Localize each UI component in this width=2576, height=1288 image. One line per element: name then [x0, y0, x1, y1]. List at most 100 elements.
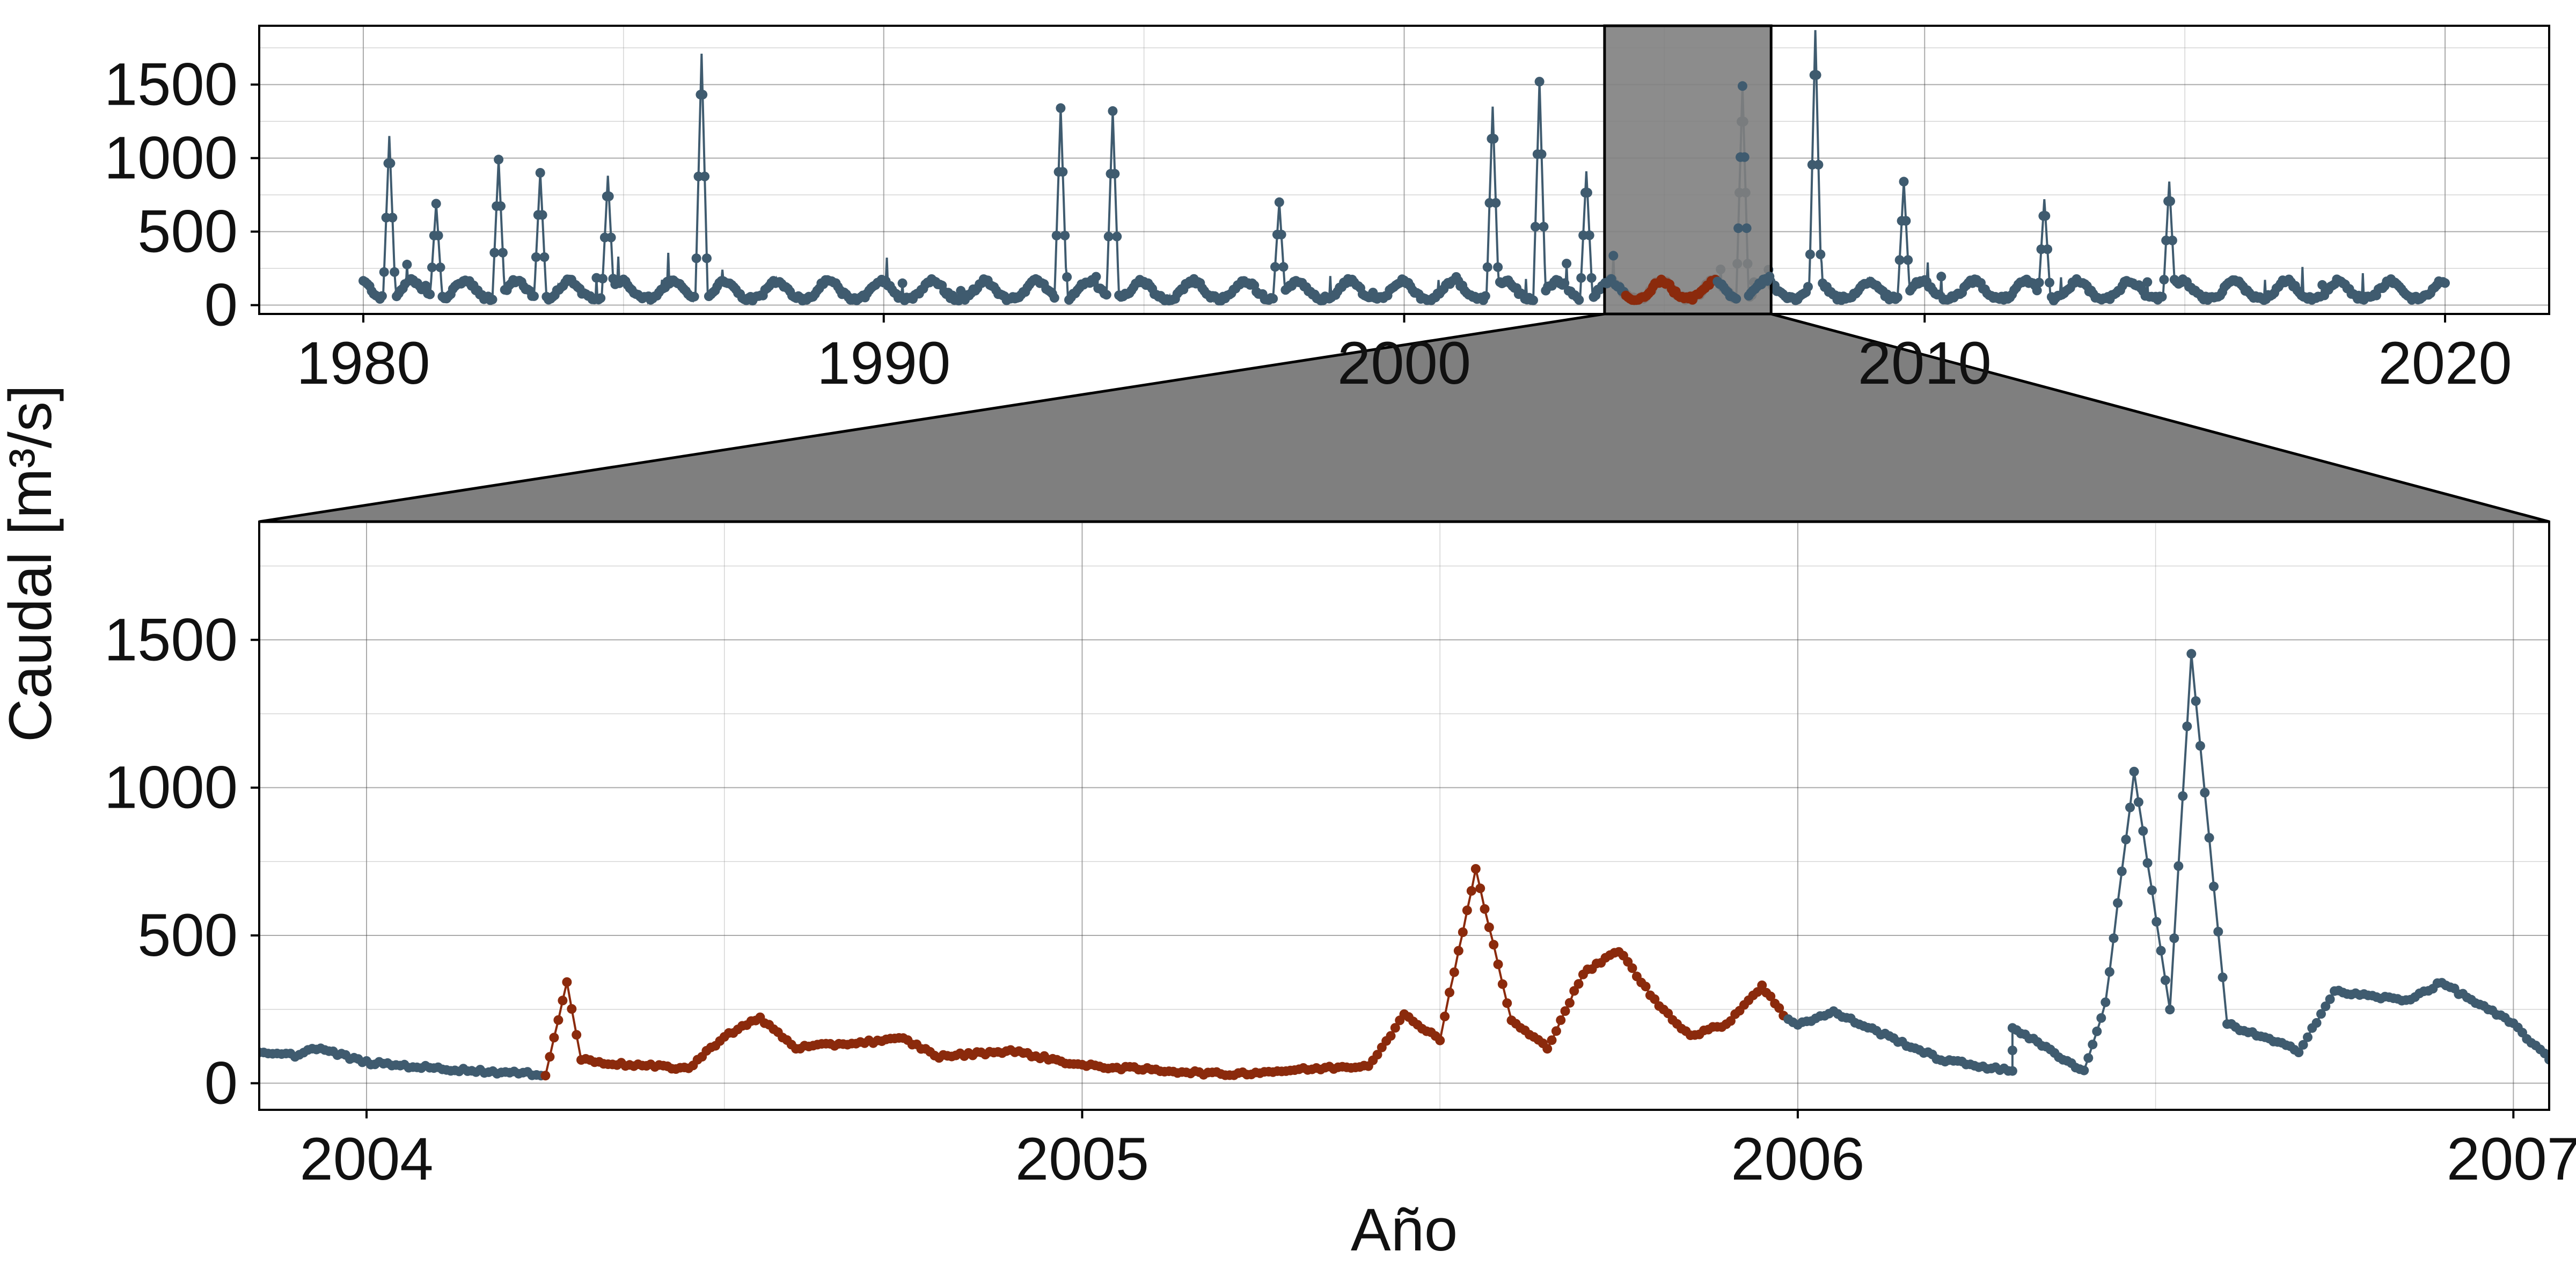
overview-data-point — [1062, 272, 1072, 282]
overview-data-point — [537, 210, 547, 220]
detail-data-point — [2200, 788, 2210, 797]
detail-data-point — [1458, 927, 1468, 937]
overview-data-point — [1560, 278, 1570, 288]
detail-data-point — [2218, 972, 2228, 983]
detail-data-point — [2101, 997, 2111, 1007]
detail-data-point — [2007, 1045, 2017, 1056]
overview-data-point — [390, 267, 400, 277]
overview-data-point — [1278, 262, 1289, 272]
overview-data-point — [1741, 223, 1752, 233]
detail-data-point — [1547, 1035, 1557, 1045]
detail-x-tick-label: 2004 — [299, 1125, 433, 1192]
detail-data-point — [2169, 933, 2179, 943]
detail-y-tick-label: 500 — [137, 902, 238, 969]
overview-data-point — [494, 155, 504, 165]
overview-data-point — [1091, 272, 1101, 282]
overview-data-point — [691, 253, 701, 264]
overview-data-point — [700, 171, 710, 181]
detail-y-tick-label: 1000 — [104, 754, 238, 821]
overview-data-point — [1056, 103, 1066, 113]
overview-data-point — [1528, 295, 1538, 305]
detail-data-point — [1470, 864, 1481, 874]
overview-data-point — [1489, 134, 1499, 144]
overview-data-point — [1586, 273, 1597, 283]
detail-data-point — [2151, 917, 2162, 927]
overview-data-point — [433, 230, 443, 240]
x-axis-title: Año — [1351, 1196, 1458, 1263]
overview-data-point — [421, 281, 431, 291]
detail-data-point — [1489, 940, 1499, 950]
overview-x-tick-label: 1990 — [817, 330, 950, 397]
overview-data-point — [1110, 169, 1120, 179]
detail-data-point — [2109, 933, 2119, 943]
overview-data-point — [1562, 259, 1572, 269]
overview-series-line — [1715, 30, 2446, 304]
overview-x-tick-label: 2010 — [1858, 330, 1992, 397]
overview-series — [358, 30, 2450, 306]
overview-data-point — [702, 253, 712, 264]
overview-data-point — [2440, 278, 2450, 288]
detail-x-tick-label: 2007 — [2447, 1125, 2576, 1192]
overview-data-point — [1899, 177, 1909, 187]
zoom-window — [1603, 24, 1773, 316]
detail-data-point — [1569, 986, 1579, 996]
overview-series-line — [362, 54, 1626, 305]
overview-data-point — [1582, 188, 1592, 197]
overview-data-point — [689, 291, 699, 302]
overview-data-point — [1491, 198, 1501, 208]
detail-data-point — [2088, 1040, 2098, 1050]
overview-data-point — [2165, 196, 2175, 206]
detail-data-point — [2092, 1026, 2102, 1036]
detail-data-point — [1551, 1026, 1561, 1036]
detail-data-point — [1475, 883, 1485, 894]
overview-data-point — [1733, 223, 1744, 233]
detail-data-point — [1440, 1012, 1450, 1021]
detail-data-point — [2311, 1018, 2322, 1028]
overview-data-point — [531, 252, 541, 262]
detail-data-point — [1542, 1044, 1553, 1054]
detail-data-point — [572, 1030, 582, 1040]
overview-data-point — [1112, 231, 1122, 241]
detail-data-point — [2209, 881, 2219, 891]
overview-data-point — [596, 293, 606, 303]
detail-data-point — [2303, 1032, 2312, 1042]
overview-data-point — [425, 289, 435, 299]
overview-data-point — [435, 262, 445, 273]
overview-data-point — [1058, 167, 1068, 177]
overview-data-point — [2157, 292, 2167, 302]
detail-data-point — [2117, 866, 2127, 876]
detail-data-point — [2156, 946, 2166, 956]
detail-data-point — [2083, 1053, 2094, 1063]
overview-data-point — [1813, 159, 1824, 170]
overview-data-point — [1576, 273, 1586, 283]
detail-data-point — [553, 1015, 564, 1025]
overview-data-point — [2167, 236, 2177, 245]
detail-data-point — [2142, 858, 2153, 868]
detail-data-point — [562, 977, 572, 987]
detail-y-tick-label: 1500 — [104, 606, 238, 673]
zoom-window-series — [1600, 81, 1775, 305]
overview-data-point — [1049, 293, 1059, 303]
detail-data-point — [2325, 994, 2335, 1004]
detail-data-point — [1484, 922, 1494, 932]
detail-data-point — [1462, 905, 1472, 916]
detail-data-point — [2544, 1055, 2549, 1065]
overview-data-point — [604, 191, 614, 201]
overview-data-point — [377, 291, 387, 301]
detail-data-point — [1372, 1050, 1382, 1060]
overview-data-point — [1268, 294, 1278, 304]
overview-data-point — [489, 247, 500, 258]
overview-data-point — [1811, 70, 1821, 80]
overview-data-point — [1765, 272, 1775, 282]
detail-series — [259, 649, 2549, 1081]
overview-data-point — [1536, 149, 1547, 159]
detail-data-point — [567, 1004, 577, 1014]
detail-data-point — [2138, 826, 2148, 836]
y-axis-title: Caudal [m³/s] — [0, 385, 64, 742]
overview-x-tick-label: 2000 — [1337, 330, 1471, 397]
overview-data-point — [1894, 255, 1905, 265]
detail-data-point — [1449, 967, 1459, 977]
overview-data-point — [1892, 292, 1902, 303]
overview-data-point — [1936, 272, 1946, 282]
